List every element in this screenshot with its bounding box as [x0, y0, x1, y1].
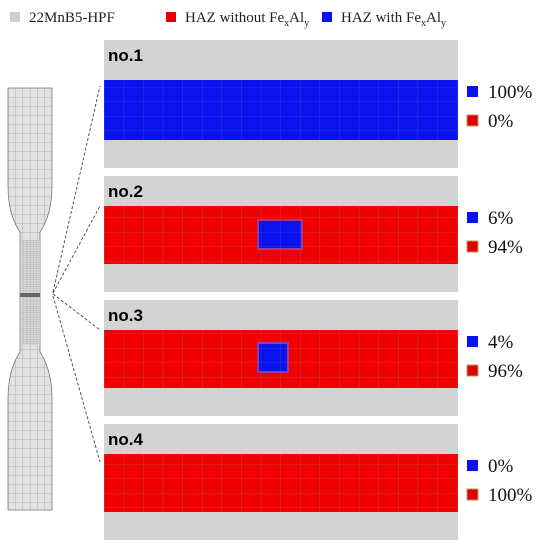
- panel: no.3 4% 96%: [104, 300, 523, 416]
- legend-text: 22MnB5-HPF: [29, 10, 115, 26]
- legend-label: HAZ with FexAly: [341, 10, 446, 29]
- swatch: [467, 460, 478, 471]
- panel-label: no.3: [108, 306, 143, 325]
- leader-lines: [52, 85, 101, 463]
- percentage: 0%: [488, 111, 514, 132]
- percentage: 4%: [488, 332, 514, 353]
- percentage: 0%: [488, 456, 514, 477]
- subscript: x: [284, 18, 289, 29]
- patch: [257, 219, 303, 250]
- legend-text: Al: [289, 10, 304, 26]
- subscript: x: [421, 18, 426, 29]
- legend-label: 22MnB5-HPF: [29, 10, 115, 26]
- percentage: 100%: [488, 82, 533, 103]
- swatch: [466, 364, 479, 377]
- legend-label: HAZ without FexAly: [185, 10, 309, 29]
- percentage: 94%: [488, 237, 523, 258]
- percentage: 96%: [488, 361, 523, 382]
- panel: no.2 6% 94%: [104, 176, 523, 292]
- panels: no.1 100% 0% no.2 6% 94% no.3 4% 96% no.4 0% 100%: [104, 40, 533, 540]
- panel-label: no.4: [108, 430, 143, 449]
- swatch: [466, 488, 479, 501]
- patch: [257, 342, 289, 373]
- strip: [104, 454, 458, 512]
- swatch: [466, 240, 479, 253]
- panel-label: no.2: [108, 182, 143, 201]
- subscript: y: [441, 18, 446, 29]
- swatch: [467, 212, 478, 223]
- legend-text: HAZ with Fe: [341, 10, 421, 26]
- legend-text: Al: [426, 10, 441, 26]
- percentage: 6%: [488, 208, 514, 229]
- panel: no.1 100% 0%: [104, 40, 533, 168]
- legend-swatch: [166, 12, 176, 22]
- swatch: [467, 86, 478, 97]
- panel: no.4 0% 100%: [104, 424, 533, 540]
- legend: 22MnB5-HPF HAZ without FexAly HAZ with Fex…: [10, 10, 446, 29]
- legend-swatch: [322, 12, 332, 22]
- legend-swatch: [10, 12, 20, 22]
- strip: [104, 80, 458, 140]
- legend-text: HAZ without Fe: [185, 10, 285, 26]
- percentage: 100%: [488, 485, 533, 506]
- subscript: y: [304, 18, 309, 29]
- specimen: [7, 87, 53, 511]
- panel-label: no.1: [108, 46, 143, 65]
- swatch: [466, 114, 479, 127]
- swatch: [467, 336, 478, 347]
